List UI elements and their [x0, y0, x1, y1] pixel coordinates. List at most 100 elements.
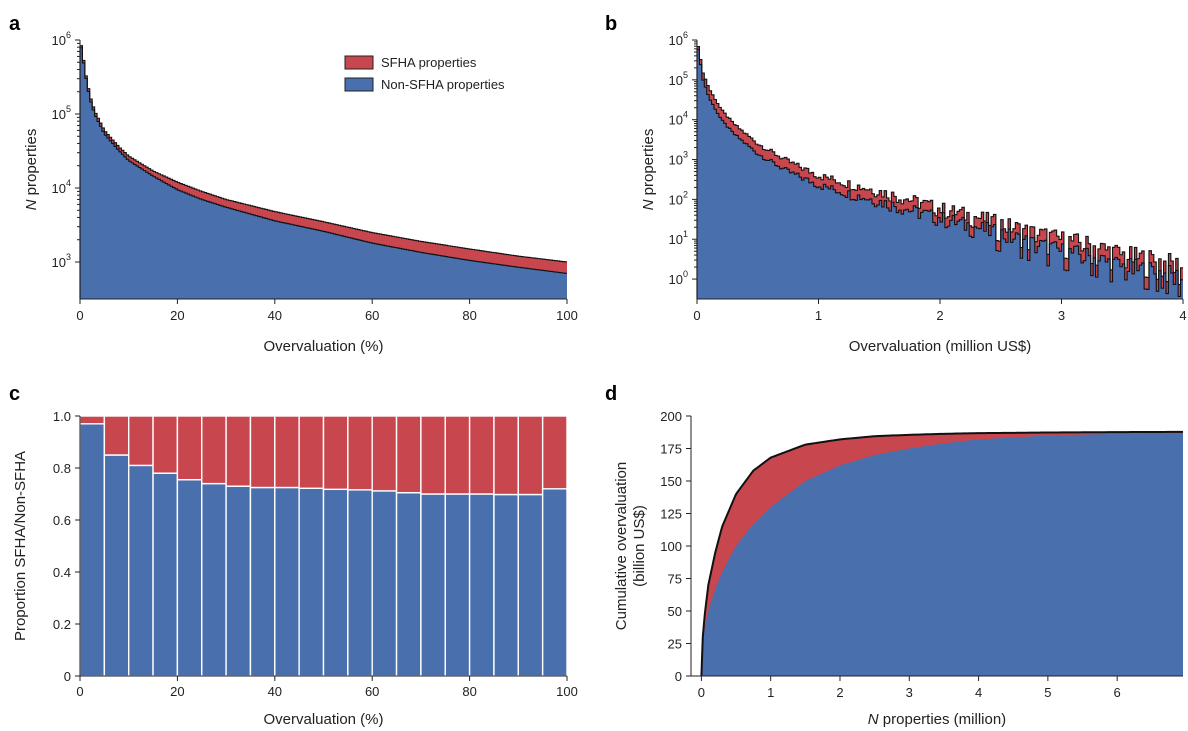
x-tick-label: 2 — [836, 685, 843, 700]
x-tick-label: 3 — [1058, 308, 1065, 323]
bar-sfha — [395, 415, 422, 494]
x-axis-label: Overvaluation (%) — [263, 338, 383, 355]
bar-non-sfha — [274, 486, 300, 677]
y-tick-label: 101 — [669, 229, 688, 247]
bar-non-sfha — [152, 472, 179, 677]
x-tick-label: 0 — [76, 308, 83, 323]
y-tick-label: 0.6 — [53, 513, 71, 528]
x-tick-label: 80 — [462, 684, 476, 699]
bar-non-sfha — [420, 493, 446, 677]
x-tick-label: 1 — [767, 685, 774, 700]
y-tick-label: 1.0 — [53, 409, 71, 424]
x-tick-label: 3 — [906, 685, 913, 700]
bar-non-sfha — [468, 493, 495, 677]
y-axis-label: Proportion SFHA/Non-SFHA — [12, 451, 29, 641]
bar-sfha — [225, 415, 252, 487]
bar-non-sfha — [298, 487, 325, 677]
non-sfha-cumulative-area — [701, 432, 1183, 676]
y-tick-label: 100 — [669, 269, 688, 287]
x-tick-label: 60 — [365, 684, 379, 699]
y-tick-label: 0.8 — [53, 461, 71, 476]
legend-entry: SFHA properties — [381, 55, 477, 70]
y-axis-label: N properties — [23, 129, 40, 211]
x-tick-label: 100 — [556, 684, 578, 699]
bar-sfha — [517, 415, 544, 496]
bar-sfha — [371, 415, 398, 492]
panel-label-d: d — [605, 383, 617, 405]
x-tick-label: 4 — [1179, 308, 1186, 323]
bar-sfha — [347, 415, 373, 491]
x-tick-label: 4 — [975, 685, 982, 700]
bar-sfha — [176, 415, 203, 481]
bar-non-sfha — [347, 489, 373, 677]
y-tick-label: 105 — [52, 104, 71, 122]
bar-non-sfha — [127, 464, 154, 677]
x-tick-label: 2 — [936, 308, 943, 323]
x-tick-label: 40 — [268, 308, 282, 323]
bar-non-sfha — [225, 485, 252, 677]
x-tick-label: 80 — [462, 308, 476, 323]
bar-non-sfha — [201, 482, 227, 677]
x-axis-label: Overvaluation (million US$) — [849, 338, 1032, 355]
bar-sfha — [420, 415, 446, 495]
y-tick-label: 150 — [660, 474, 682, 489]
bar-sfha — [201, 415, 227, 485]
bar-sfha — [249, 415, 276, 489]
chart-panel-b: 0 1 2 3 4 100 101 102 103 104 105 106 Overvaluation … — [640, 30, 1187, 355]
x-tick-label: 5 — [1044, 685, 1051, 700]
bar-non-sfha — [493, 493, 520, 677]
x-axis-label: Overvaluation (%) — [263, 711, 383, 728]
x-tick-label: 20 — [170, 308, 184, 323]
y-tick-label: 50 — [668, 604, 682, 619]
y-tick-label: 106 — [52, 30, 71, 48]
bar-sfha — [444, 415, 471, 495]
y-tick-label: 75 — [668, 572, 682, 587]
x-tick-label: 20 — [170, 684, 184, 699]
bar-non-sfha — [541, 488, 568, 677]
y-tick-label: 25 — [668, 637, 682, 652]
legend-swatch — [344, 55, 374, 70]
x-tick-label: 6 — [1114, 685, 1121, 700]
y-tick-label: 105 — [669, 70, 688, 88]
panel-label-a: a — [9, 13, 21, 35]
legend-swatch — [344, 77, 374, 92]
bar-sfha — [468, 415, 495, 495]
legend-entry: Non-SFHA properties — [381, 77, 505, 92]
total-cumulative-line — [700, 430, 1184, 677]
bar-non-sfha — [371, 490, 398, 677]
y-tick-label: 104 — [52, 178, 71, 196]
bar-sfha — [493, 415, 520, 496]
chart-panel-d: 0 1 2 3 4 5 6 0 25 50 75 100 125 150 175 200 N propertie… — [613, 409, 1184, 728]
y-tick-label: 100 — [660, 539, 682, 554]
y-tick-label: 0.2 — [53, 617, 71, 632]
sfha-series-outline — [696, 46, 1183, 299]
bar-sfha — [322, 415, 349, 491]
y-tick-label: 175 — [660, 442, 682, 457]
bar-sfha — [152, 415, 179, 474]
bar-non-sfha — [395, 492, 422, 677]
bar-non-sfha — [79, 423, 106, 677]
bar-sfha — [127, 415, 154, 467]
bar-sfha — [79, 415, 106, 425]
chart-panel-c: 0 20 40 60 80 100 0 0.2 0.4 0.6 0.8 1.0 Overvaluatio… — [12, 409, 578, 728]
bar-non-sfha — [176, 479, 203, 677]
non-sfha-series-outline — [79, 47, 567, 299]
x-tick-label: 40 — [268, 684, 282, 699]
y-tick-label: 200 — [660, 409, 682, 424]
x-axis-label: N properties (million) — [868, 711, 1006, 728]
bar-sfha — [298, 415, 325, 489]
y-tick-label: 125 — [660, 507, 682, 522]
y-axis-label: N properties — [640, 129, 657, 211]
x-tick-label: 0 — [698, 685, 705, 700]
non-sfha-series-area — [80, 47, 567, 300]
y-tick-label: 0.4 — [53, 565, 71, 580]
y-axis-label-line2: (billion US$) — [631, 505, 648, 587]
panel-label-b: b — [605, 13, 617, 35]
bar-non-sfha — [322, 488, 349, 677]
bar-non-sfha — [444, 493, 471, 677]
y-tick-label: 104 — [669, 110, 688, 128]
bar-non-sfha — [517, 493, 544, 677]
non-sfha-series-area — [697, 49, 1183, 299]
x-tick-label: 0 — [76, 684, 83, 699]
